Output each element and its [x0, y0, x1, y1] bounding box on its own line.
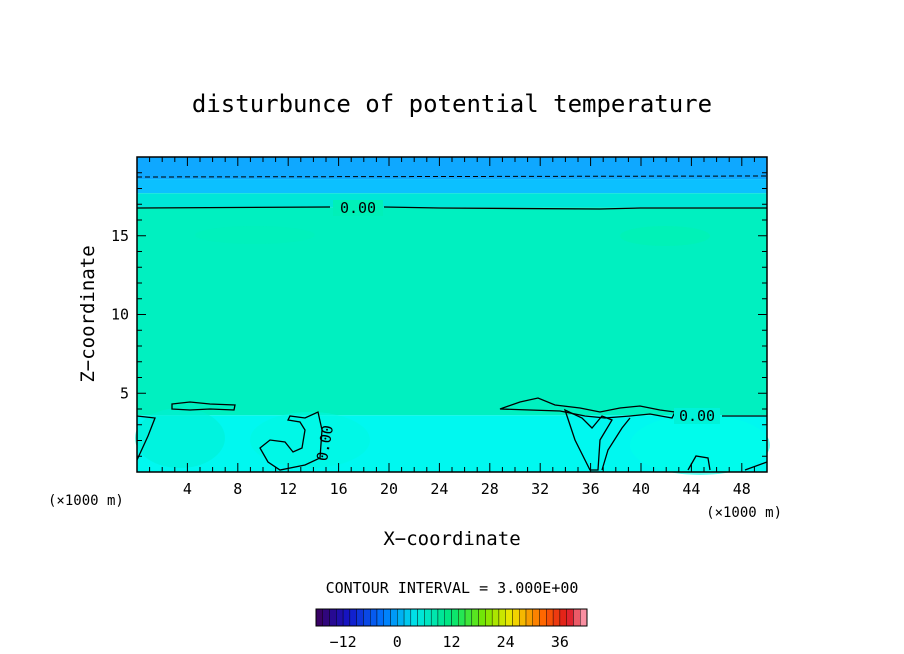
colorbar-tick-label: 12 [442, 633, 460, 651]
x-tick-label: 36 [582, 480, 600, 498]
colorbar-tick-label: −12 [330, 633, 357, 651]
field-patch [250, 412, 370, 468]
contour-zero-lower [136, 415, 767, 461]
contour-column-right [601, 417, 631, 471]
contour-small-left [259, 411, 323, 471]
x-tick-label: 48 [733, 480, 751, 498]
contour-labels: 0.00 0.00 0.00 [313, 199, 720, 462]
y-axis-label: Z−coordinate [77, 245, 99, 382]
colorbar-swatch [525, 608, 534, 627]
x-unit-left: (×1000 m) [48, 493, 124, 509]
colorbar-swatch [437, 608, 445, 627]
colorbar-swatch [444, 608, 452, 627]
colorbar-swatch [552, 608, 561, 627]
colorbar [315, 608, 588, 627]
contour-cloud-right [499, 397, 676, 419]
colorbar-tick-label: 0 [393, 633, 402, 651]
contour-corner-right [744, 461, 768, 471]
field-patch [630, 415, 770, 475]
colorbar-swatch [376, 608, 384, 627]
colorbar-ticks: −12 0 12 24 36 [330, 633, 569, 651]
colorbar-swatch [451, 608, 459, 627]
contour-label: 0.00 [313, 424, 337, 463]
contour-label-bg [333, 200, 383, 216]
colorbar-swatch [342, 608, 351, 627]
y-tick-label: 5 [120, 384, 129, 402]
colorbar-swatch [498, 608, 506, 627]
field-patches [135, 226, 770, 475]
colorbar-swatch [539, 608, 547, 627]
colorbar-swatch [322, 608, 330, 627]
colorbar-swatch [430, 608, 439, 627]
colorbar-swatch [478, 608, 486, 627]
colorbar-swatch [458, 608, 466, 627]
y-tick-label: 15 [111, 227, 129, 245]
colorbar-tick-label: 24 [497, 633, 515, 651]
colorbar-swatch [471, 608, 479, 627]
contour-zero-upper [136, 206, 767, 210]
colorbar-swatch [424, 608, 432, 627]
contour-column-mid [563, 408, 613, 471]
colorbar-swatch [559, 608, 567, 627]
x-tick-label: 24 [430, 480, 448, 498]
colorbar-swatch [485, 608, 493, 627]
colorbar-swatch [383, 608, 391, 627]
chart-title: disturbunce of potential temperature [192, 90, 712, 118]
x-axis-label: X−coordinate [383, 528, 520, 550]
x-ticks: 4 8 12 16 20 24 28 32 36 40 44 48 [149, 157, 755, 498]
x-unit-right: (×1000 m) [706, 505, 782, 521]
colorbar-frame [315, 608, 588, 627]
contour-negative-dashed [136, 175, 768, 178]
x-tick-label: 32 [531, 480, 549, 498]
colorbar-swatch [573, 608, 581, 627]
colorbar-swatch [566, 608, 574, 627]
colorbar-swatch [390, 608, 398, 627]
y-ticks: 5 10 15 [111, 172, 767, 457]
colorbar-swatch [519, 608, 527, 627]
x-tick-label: 28 [481, 480, 499, 498]
contour-interval-text: CONTOUR INTERVAL = 3.000E+00 [326, 579, 579, 597]
contour-label-bg [674, 408, 720, 424]
x-tick-label: 4 [183, 480, 192, 498]
x-tick-label: 44 [682, 480, 700, 498]
colorbar-swatch [329, 608, 337, 627]
x-tick-label: 40 [632, 480, 650, 498]
plot-area: 0.00 0.00 0.00 4 8 12 16 20 24 28 32 36 40 44 48 51… [111, 156, 770, 498]
x-tick-label: 16 [330, 480, 348, 498]
colorbar-swatch [464, 608, 473, 627]
colorbar-swatch [410, 608, 418, 627]
y-tick-label: 10 [111, 306, 129, 324]
colorbar-swatch [532, 608, 540, 627]
colorbar-swatch [356, 608, 364, 627]
x-tick-label: 8 [233, 480, 242, 498]
colorbar-swatch [491, 608, 500, 627]
colorbar-swatch [546, 608, 554, 627]
colorbar-swatch [505, 608, 513, 627]
colorbar-swatch [397, 608, 405, 627]
colorbar-swatch [370, 608, 378, 627]
colorbar-swatch [336, 608, 344, 627]
colorbar-tick-label: 36 [551, 633, 569, 651]
field-band [137, 157, 767, 180]
colorbar-swatch [315, 608, 323, 627]
contour-lines [136, 175, 768, 471]
field-patch [135, 408, 225, 468]
field-patch [620, 226, 710, 246]
contour-cloud-left [171, 401, 236, 411]
colorbar-swatch [512, 608, 520, 627]
colorbar-swatch [403, 608, 412, 627]
colorbar-swatch [363, 608, 371, 627]
colorbar-swatch [580, 608, 588, 627]
field-band [137, 193, 767, 208]
contour-label: 0.00 [679, 407, 715, 425]
field-patch [195, 226, 315, 244]
field-band [137, 179, 767, 194]
contour-small-right [687, 455, 711, 471]
colorbar-swatch [417, 608, 425, 627]
x-tick-label: 20 [380, 480, 398, 498]
x-tick-label: 12 [279, 480, 297, 498]
contour-label: 0.00 [340, 199, 376, 217]
colorbar-swatch [349, 608, 357, 627]
